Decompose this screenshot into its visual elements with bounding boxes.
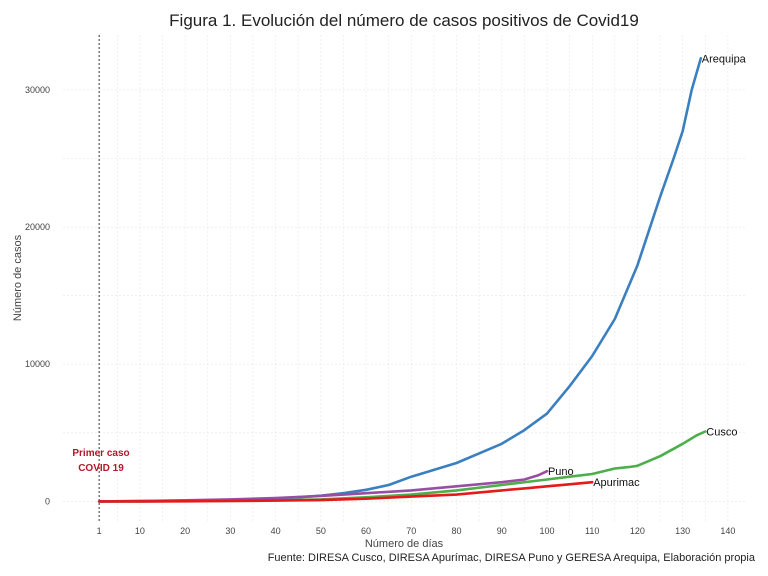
series-label-apurimac: Apurimac bbox=[593, 477, 640, 489]
x-tick-label: 60 bbox=[361, 526, 371, 536]
grid bbox=[63, 35, 746, 522]
y-tick-label: 10000 bbox=[25, 359, 50, 369]
x-tick-label: 140 bbox=[720, 526, 735, 536]
y-axis-label: Número de casos bbox=[12, 234, 24, 321]
x-tick-label: 90 bbox=[497, 526, 507, 536]
annotation-line-1: Primer caso bbox=[72, 448, 129, 459]
x-tick-label: 130 bbox=[675, 526, 690, 536]
series-label-puno: Puno bbox=[548, 466, 574, 478]
x-tick-label: 40 bbox=[271, 526, 281, 536]
x-tick-label: 80 bbox=[452, 526, 462, 536]
series-label-arequipa: Arequipa bbox=[702, 53, 747, 65]
annotation-line-2: COVID 19 bbox=[78, 463, 124, 474]
y-tick-label: 0 bbox=[45, 496, 50, 506]
source-note: Fuente: DIRESA Cusco, DIRESA Apurímac, D… bbox=[268, 552, 756, 564]
series-label-cusco: Cusco bbox=[706, 426, 737, 438]
series-lines bbox=[97, 56, 707, 503]
x-tick-label: 1 bbox=[97, 526, 102, 536]
x-axis-label: Número de días bbox=[365, 538, 444, 550]
x-tick-label: 70 bbox=[406, 526, 416, 536]
series-line-puno bbox=[97, 469, 549, 503]
x-tick-label: 50 bbox=[316, 526, 326, 536]
x-tick-label: 30 bbox=[225, 526, 235, 536]
x-axis-ticks: 1 10 20 30 40 50 60 70 80 90 100 110 120 130 140 bbox=[97, 526, 736, 536]
y-tick-label: 20000 bbox=[25, 222, 50, 232]
y-axis-ticks: 0 10000 20000 30000 bbox=[25, 85, 50, 507]
series-line-apurimac bbox=[97, 480, 594, 503]
x-tick-label: 100 bbox=[539, 526, 554, 536]
x-tick-label: 10 bbox=[135, 526, 145, 536]
y-tick-label: 30000 bbox=[25, 85, 50, 95]
series-line-arequipa bbox=[97, 56, 703, 503]
series-labels: Arequipa Cusco Puno Apurimac bbox=[548, 53, 747, 489]
x-tick-label: 110 bbox=[585, 526, 599, 536]
chart-title: Figura 1. Evolución del número de casos … bbox=[169, 11, 639, 30]
x-tick-label: 20 bbox=[180, 526, 190, 536]
x-tick-label: 120 bbox=[630, 526, 645, 536]
